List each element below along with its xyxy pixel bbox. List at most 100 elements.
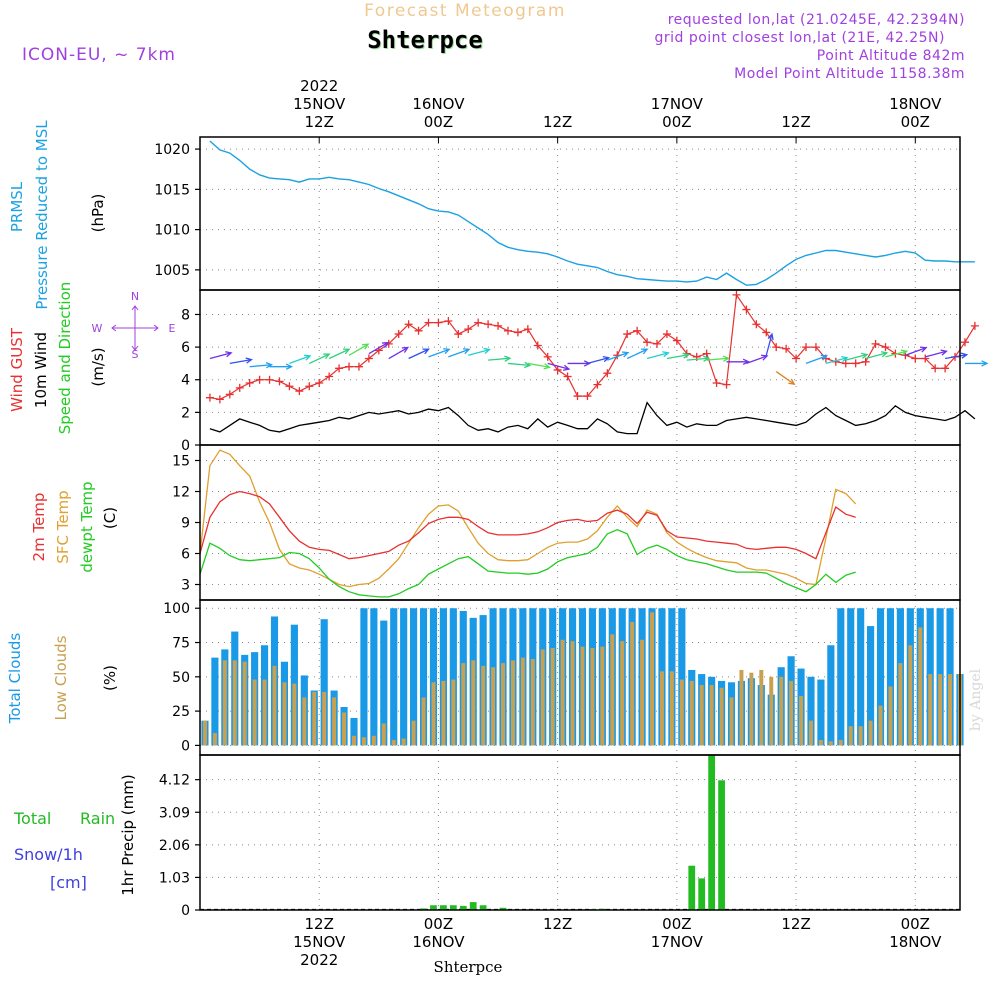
gust-point [941, 364, 950, 373]
gust-point [623, 330, 632, 339]
low-cloud-bar [928, 674, 933, 746]
wind-arrow [368, 342, 389, 355]
low-cloud-bar [461, 663, 466, 746]
low-cloud-bar [868, 720, 873, 746]
rain-bar [479, 905, 487, 910]
wind-arrow-head [225, 351, 233, 358]
panel-frame [199, 289, 961, 446]
low-cloud-bar [312, 691, 317, 746]
y-tick-label: 100 [163, 601, 190, 617]
gust-point [921, 354, 930, 363]
wind-arrow-head [245, 357, 253, 364]
gust-point [911, 354, 920, 363]
wind-arrow-head [940, 349, 948, 356]
wind-arrow [845, 353, 868, 361]
watermark: by Angel [968, 668, 984, 731]
gust-point [494, 321, 503, 330]
gust-point [881, 343, 890, 352]
compass-w: W [92, 322, 103, 335]
wind-arrow-head [543, 363, 551, 370]
low-cloud-bar [858, 726, 863, 746]
low-cloud-bar [510, 660, 515, 746]
wind-label: 10m Wind [32, 332, 50, 408]
wind-arrow [527, 362, 550, 368]
total-cloud-bar [807, 676, 815, 746]
gust-point [305, 382, 314, 391]
gust-point [841, 359, 850, 368]
rain-bar [469, 902, 477, 910]
low-cloud-bar [580, 646, 585, 746]
wind-arrow [686, 357, 709, 361]
gust-point [444, 317, 453, 325]
total-cloud-bar [429, 608, 438, 746]
total-cloud-bar [886, 608, 895, 746]
total-cloud-bar [360, 608, 368, 746]
pressure-unit: (hPa) [89, 194, 107, 233]
wind-arrow [805, 355, 827, 365]
wind-arrow-head [919, 346, 928, 353]
wind-arrow [607, 352, 629, 361]
gust-label: Wind GUST [8, 327, 26, 412]
y-tick-label: 3.09 [159, 805, 190, 821]
wind-arrow [746, 355, 768, 365]
gust-point [931, 364, 940, 373]
low-cloud-bar [749, 672, 754, 746]
wind-arrow-head [483, 347, 491, 354]
gust-point [523, 325, 532, 334]
low-cloud-bar [709, 685, 714, 746]
low-cloud-bar [739, 669, 744, 746]
wind-arrow [448, 348, 470, 358]
wind-arrow [925, 350, 947, 358]
wind-arrow-head [621, 351, 630, 358]
gust-point [424, 318, 433, 327]
gust-point [652, 339, 661, 348]
pressure-line [209, 140, 975, 286]
location-title: Shterpce [367, 26, 483, 54]
low-cloud-bar [600, 646, 605, 746]
y-tick-label: 15 [172, 454, 190, 470]
wind-arrow [309, 353, 330, 365]
rain-bar [499, 907, 507, 910]
wind-arrow [885, 350, 907, 358]
wind-arrow [865, 352, 888, 360]
gust-point [235, 383, 244, 392]
footer-location: Shterpce [434, 958, 503, 976]
low-cloud-bar [292, 683, 297, 746]
low-cloud-bar [361, 737, 366, 746]
low-cloud-bar [441, 680, 446, 746]
total-cloud-bar [380, 620, 388, 746]
gust-point [335, 364, 344, 373]
compass-e: E [169, 322, 176, 335]
low-cloud-bar [540, 649, 545, 746]
gust-point [871, 339, 880, 348]
panel-frame [199, 136, 961, 291]
low-cloud-bar [342, 712, 347, 746]
gust-point [742, 305, 751, 314]
low-cloud-bar [838, 739, 843, 746]
bottom-time-label: 12Z [305, 915, 334, 933]
low-cloud-bar [679, 679, 684, 746]
total-cloud-bar [211, 657, 219, 746]
gust-point [672, 336, 681, 345]
total-cloud-bar [827, 645, 835, 746]
wind-arrow-head [682, 352, 691, 359]
gust-point [503, 326, 512, 335]
gust-point [553, 365, 562, 374]
wind-arrow-head [860, 352, 869, 359]
low-cloud-bar [918, 627, 923, 746]
gust-point [573, 392, 582, 401]
wind-arrow-head [900, 349, 909, 356]
wind-arrow-head [841, 355, 849, 363]
low-cloud-bar [491, 667, 496, 746]
bottom-time-label: 17NOV [651, 933, 704, 951]
y-tick-label: 4 [181, 373, 190, 389]
total-cloud-bar [847, 608, 855, 746]
total-cloud-bar [410, 608, 418, 746]
low-cloud-bar [898, 663, 903, 746]
wind-arrow-head [285, 363, 294, 370]
wind-arrow [388, 346, 409, 360]
snow-label: Snow/1h [14, 845, 83, 864]
y-tick-label: 3 [181, 578, 190, 594]
top-time-label: 16NOV [412, 95, 465, 113]
wind-arrow [229, 358, 252, 365]
